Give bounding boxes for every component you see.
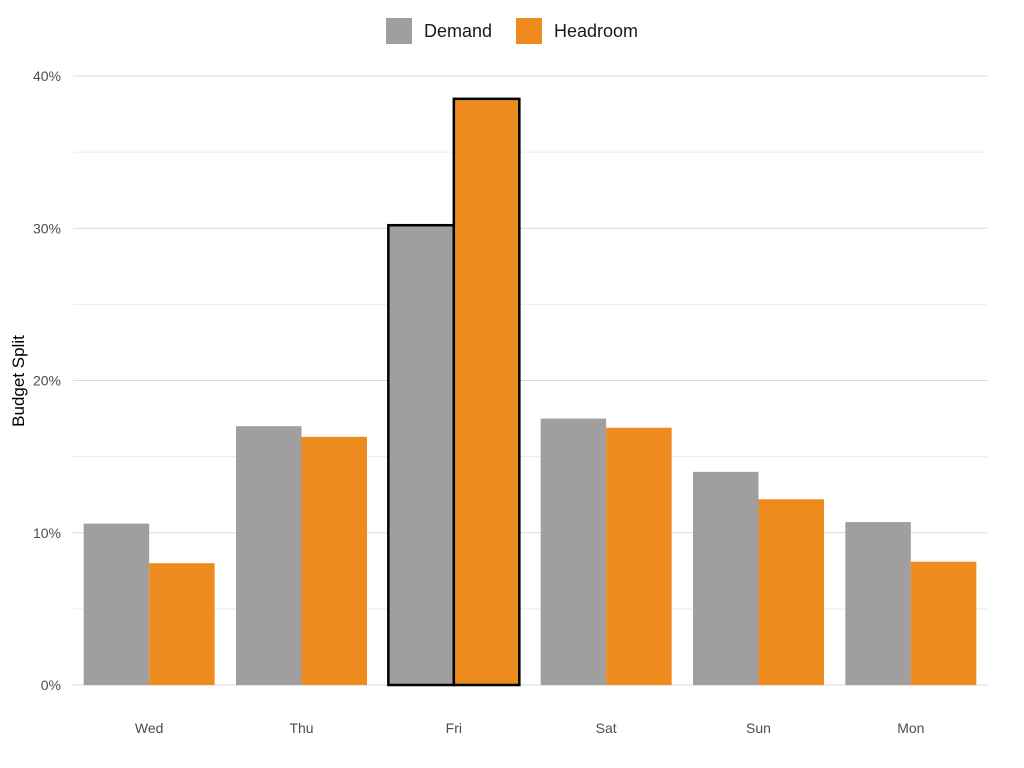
x-tick-label: Thu xyxy=(289,720,313,736)
legend: Demand Headroom xyxy=(0,16,1024,46)
x-tick-label: Fri xyxy=(446,720,462,736)
legend-swatch-headroom xyxy=(516,18,542,44)
bar-headroom-thu xyxy=(301,436,367,685)
legend-item-demand: Demand xyxy=(385,18,492,44)
x-tick-label: Sat xyxy=(596,720,617,736)
y-tick-label: 30% xyxy=(33,220,61,236)
bar-demand-wed xyxy=(83,523,150,685)
bar-demand-mon xyxy=(845,522,911,685)
y-tick-label: 10% xyxy=(33,525,61,541)
legend-label-demand: Demand xyxy=(423,20,492,41)
legend-swatch-demand xyxy=(385,18,412,44)
bar-demand-sat xyxy=(540,418,607,685)
bar-demand-fri xyxy=(387,223,456,687)
bar-headroom-mon xyxy=(910,561,977,685)
gridlines xyxy=(73,75,987,686)
x-tick-label: Wed xyxy=(135,720,164,736)
legend-label-headroom: Headroom xyxy=(554,20,639,41)
bar-demand-sun xyxy=(693,471,759,685)
legend-item-headroom: Headroom xyxy=(516,18,638,44)
y-tick-labels: 0% 10% 20% 30% 40% xyxy=(33,68,61,693)
bar-headroom-wed xyxy=(149,563,215,685)
bar-headroom-sat xyxy=(606,427,672,685)
bars xyxy=(83,97,977,687)
y-tick-label: 0% xyxy=(41,677,61,693)
y-tick-label: 40% xyxy=(33,68,61,84)
bar-headroom-sun xyxy=(758,499,824,685)
y-tick-label: 20% xyxy=(33,373,61,389)
x-tick-label: Mon xyxy=(897,720,924,736)
bar-headroom-fri xyxy=(452,97,521,687)
bar-demand-thu xyxy=(236,426,302,685)
y-axis-title: Budget Split xyxy=(9,335,28,427)
x-tick-label: Sun xyxy=(746,720,771,736)
x-tick-labels: Wed Thu Fri Sat Sun Mon xyxy=(135,720,925,736)
